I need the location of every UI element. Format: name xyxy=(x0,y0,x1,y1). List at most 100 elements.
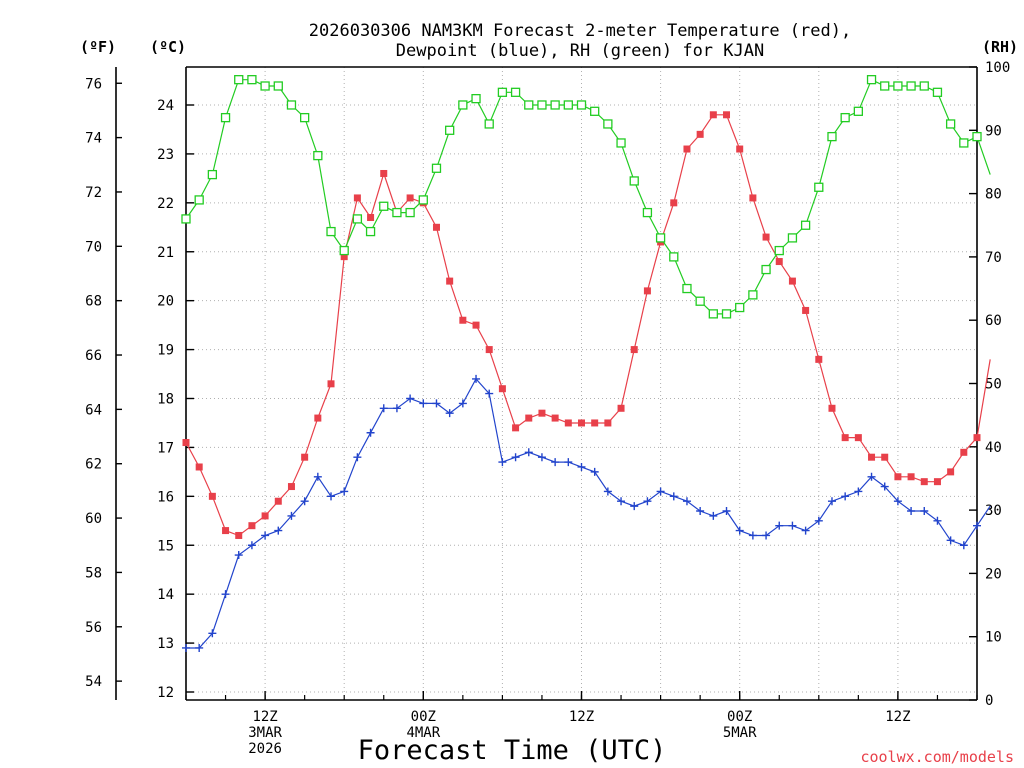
celsius-unit-label: (ºC) xyxy=(150,38,186,56)
fahrenheit-tick-label-58: 58 xyxy=(85,565,102,581)
fahrenheit-tick-label-68: 68 xyxy=(85,294,102,310)
temperature-point-45 xyxy=(775,258,783,266)
credit-text: coolwx.com/models xyxy=(860,748,1014,766)
rh-point-4 xyxy=(234,75,244,85)
dewpoint-point-47 xyxy=(801,526,810,535)
temperature-point-8 xyxy=(287,483,295,491)
rh-point-11 xyxy=(326,226,336,237)
celsius-tick-label-22: 22 xyxy=(157,196,174,212)
rh-point-54 xyxy=(893,81,903,91)
rh-point-18 xyxy=(418,195,428,205)
dewpoint-point-27 xyxy=(537,453,546,462)
dewpoint-point-60 xyxy=(973,521,981,530)
temperature-point-27 xyxy=(538,409,546,417)
rh-point-21 xyxy=(458,100,468,110)
temperature-point-37 xyxy=(670,199,678,207)
chart-title-line1: 2026030306 NAM3KM Forecast 2-meter Tempe… xyxy=(309,21,851,41)
rh-point-35 xyxy=(642,207,653,218)
fahrenheit-tick-label-54: 54 xyxy=(85,674,102,690)
dewpoint-point-18 xyxy=(419,399,428,408)
x-axis-title: Forecast Time (UTC) xyxy=(358,735,667,766)
dewpoint-point-23 xyxy=(485,389,494,398)
temperature-point-6 xyxy=(261,512,269,520)
rh-point-60 xyxy=(972,131,982,142)
temperature-point-13 xyxy=(353,194,361,202)
dewpoint-point-21 xyxy=(458,399,467,408)
dewpoint-point-19 xyxy=(432,399,441,408)
celsius-tick-label-19: 19 xyxy=(157,343,174,359)
dewpoint-point-0 xyxy=(182,643,190,652)
temperature-point-23 xyxy=(485,346,493,354)
rh-point-26 xyxy=(524,100,534,110)
fahrenheit-tick-label-72: 72 xyxy=(85,185,102,201)
temperature-point-29 xyxy=(564,419,572,427)
rh-point-24 xyxy=(497,87,508,97)
celsius-tick-label-23: 23 xyxy=(157,147,174,163)
temperature-point-25 xyxy=(512,424,520,432)
rh-point-14 xyxy=(365,226,376,237)
series-layer xyxy=(181,75,991,652)
dewpoint-point-29 xyxy=(564,458,573,467)
temperature-point-46 xyxy=(788,277,796,285)
rh-point-41 xyxy=(721,309,732,319)
dewpoint-point-54 xyxy=(893,497,902,506)
dewpoint-point-5 xyxy=(247,541,256,550)
temperature-point-40 xyxy=(709,111,717,119)
rh-point-52 xyxy=(866,75,877,85)
rh-point-53 xyxy=(880,81,890,91)
fahrenheit-tick-label-60: 60 xyxy=(85,511,102,527)
dewpoint-point-35 xyxy=(643,497,652,506)
dewpoint-point-48 xyxy=(814,516,823,525)
temperature-point-43 xyxy=(749,194,757,202)
rh-point-0 xyxy=(181,214,191,224)
temperature-point-53 xyxy=(881,453,889,461)
celsius-tick-label-17: 17 xyxy=(157,440,174,456)
grid-lines xyxy=(186,67,977,700)
temperature-point-20 xyxy=(446,277,454,285)
temperature-point-39 xyxy=(696,130,704,138)
rh-point-5 xyxy=(247,75,257,85)
dewpoint-point-37 xyxy=(669,492,678,501)
time-tick-label-2-0: 12Z xyxy=(569,709,594,725)
rh-tick-label-90: 90 xyxy=(985,123,1002,139)
time-tick-label-0-0: 12Z xyxy=(252,709,277,725)
rh-point-49 xyxy=(827,131,837,142)
fahrenheit-tick-label-62: 62 xyxy=(85,457,102,473)
dewpoint-point-4 xyxy=(234,551,243,560)
dewpoint-point-6 xyxy=(261,531,270,540)
temperature-point-57 xyxy=(933,478,941,486)
temperature-point-52 xyxy=(868,453,876,461)
rh-point-31 xyxy=(590,106,600,116)
celsius-tick-label-12: 12 xyxy=(157,685,174,701)
dewpoint-point-53 xyxy=(880,482,889,491)
rh-point-45 xyxy=(774,245,784,256)
rh-point-28 xyxy=(550,100,560,110)
fahrenheit-tick-label-66: 66 xyxy=(85,348,102,364)
rh-point-10 xyxy=(313,150,323,161)
temperature-point-44 xyxy=(762,233,770,241)
dewpoint-point-41 xyxy=(722,507,731,516)
rh-point-22 xyxy=(471,94,481,104)
temperature-point-32 xyxy=(604,419,612,427)
rh-point-42 xyxy=(735,302,745,313)
fahrenheit-tick-label-56: 56 xyxy=(85,620,102,636)
rh-point-1 xyxy=(194,195,204,205)
dewpoint-point-34 xyxy=(630,502,639,511)
temperature-point-47 xyxy=(802,306,810,314)
rh-point-6 xyxy=(260,81,270,91)
temperature-point-55 xyxy=(907,473,915,481)
dewpoint-point-59 xyxy=(959,541,968,550)
temperature-point-59 xyxy=(960,448,968,456)
temperature-point-28 xyxy=(551,414,559,422)
dewpoint-point-55 xyxy=(907,507,916,516)
dewpoint-point-3 xyxy=(221,590,230,599)
temperature-point-26 xyxy=(525,414,533,422)
fahrenheit-tick-label-76: 76 xyxy=(85,76,102,92)
temperature-point-54 xyxy=(894,473,902,481)
dewpoint-point-50 xyxy=(841,492,850,501)
rh-point-19 xyxy=(431,163,442,173)
rh-tick-label-40: 40 xyxy=(985,440,1002,456)
